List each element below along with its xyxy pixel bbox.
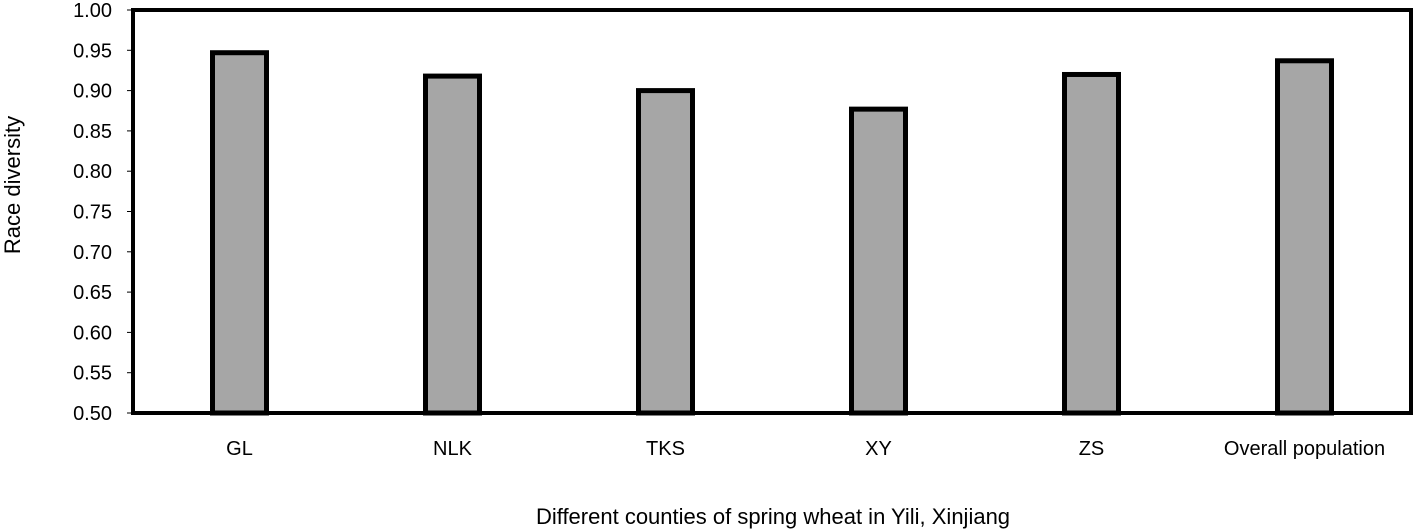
x-tick-label: ZS: [1079, 438, 1105, 460]
y-axis-ticks: 0.50 0.55 0.60 0.65 0.70 0.75 0.80 0.85 0.90 0.95…: [73, 0, 133, 425]
y-tick-label: 0.50: [73, 403, 112, 425]
x-axis-title: Different counties of spring wheat in Yi…: [536, 504, 1010, 529]
y-tick-label: 0.60: [73, 322, 112, 344]
x-tick-label: Overall population: [1224, 438, 1385, 460]
y-axis-title: Race diversity: [0, 116, 25, 254]
bar-tks: [636, 88, 695, 416]
bars-group: [210, 50, 1334, 416]
y-tick-label: 0.75: [73, 202, 112, 224]
y-tick-label: 1.00: [73, 0, 112, 22]
y-tick-label: 0.90: [73, 81, 112, 103]
x-tick-label: GL: [226, 438, 253, 460]
x-tick-label: TKS: [646, 438, 685, 460]
bar-nlk: [423, 73, 482, 416]
bar-overall-population: [1275, 58, 1334, 416]
bar-xy: [849, 106, 908, 416]
x-tick-label: NLK: [433, 438, 473, 460]
plot-area-border: [131, 8, 1413, 415]
bar-zs: [1062, 71, 1121, 416]
y-tick-label: 0.70: [73, 242, 112, 264]
x-axis-tick-labels: GL NLK TKS XY ZS Overall population: [226, 438, 1385, 460]
y-tick-label: 0.95: [73, 40, 112, 62]
y-tick-label: 0.80: [73, 161, 112, 183]
y-tick-label: 0.55: [73, 363, 112, 385]
x-tick-label: XY: [865, 438, 892, 460]
y-tick-label: 0.65: [73, 282, 112, 304]
y-tick-label: 0.85: [73, 121, 112, 143]
bar-gl: [210, 50, 269, 416]
